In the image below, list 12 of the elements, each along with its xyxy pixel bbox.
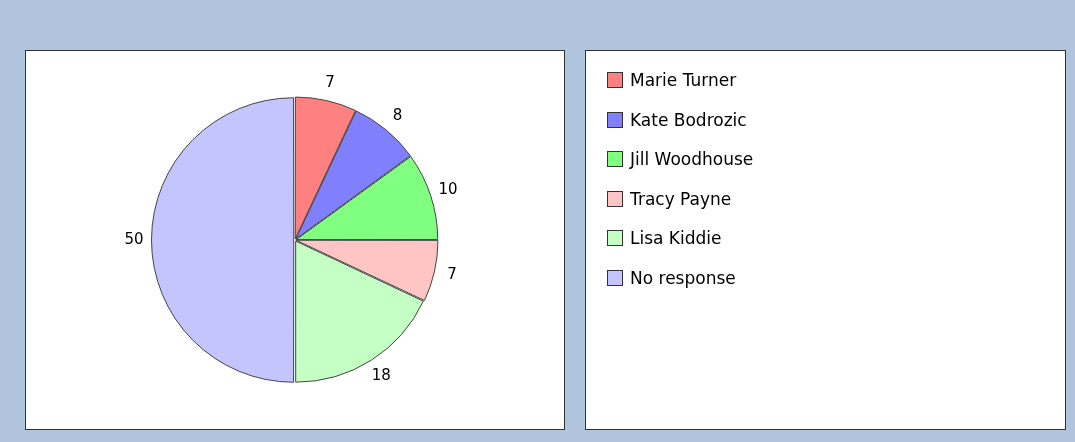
legend-label: Jill Woodhouse <box>630 149 754 169</box>
data-label: 18 <box>371 365 391 384</box>
data-label: 10 <box>438 180 458 199</box>
data-label: 7 <box>447 265 457 284</box>
legend-label: No response <box>630 267 736 288</box>
legend-label: Lisa Kiddie <box>630 228 722 248</box>
data-label: 7 <box>325 72 335 91</box>
legend-label: Kate Bodrozic <box>630 109 747 130</box>
legend-label: Tracy Payne <box>630 188 732 209</box>
data-label: 50 <box>124 229 144 248</box>
data-label: 8 <box>392 105 403 124</box>
legend-label: Marie Turner <box>630 70 737 90</box>
